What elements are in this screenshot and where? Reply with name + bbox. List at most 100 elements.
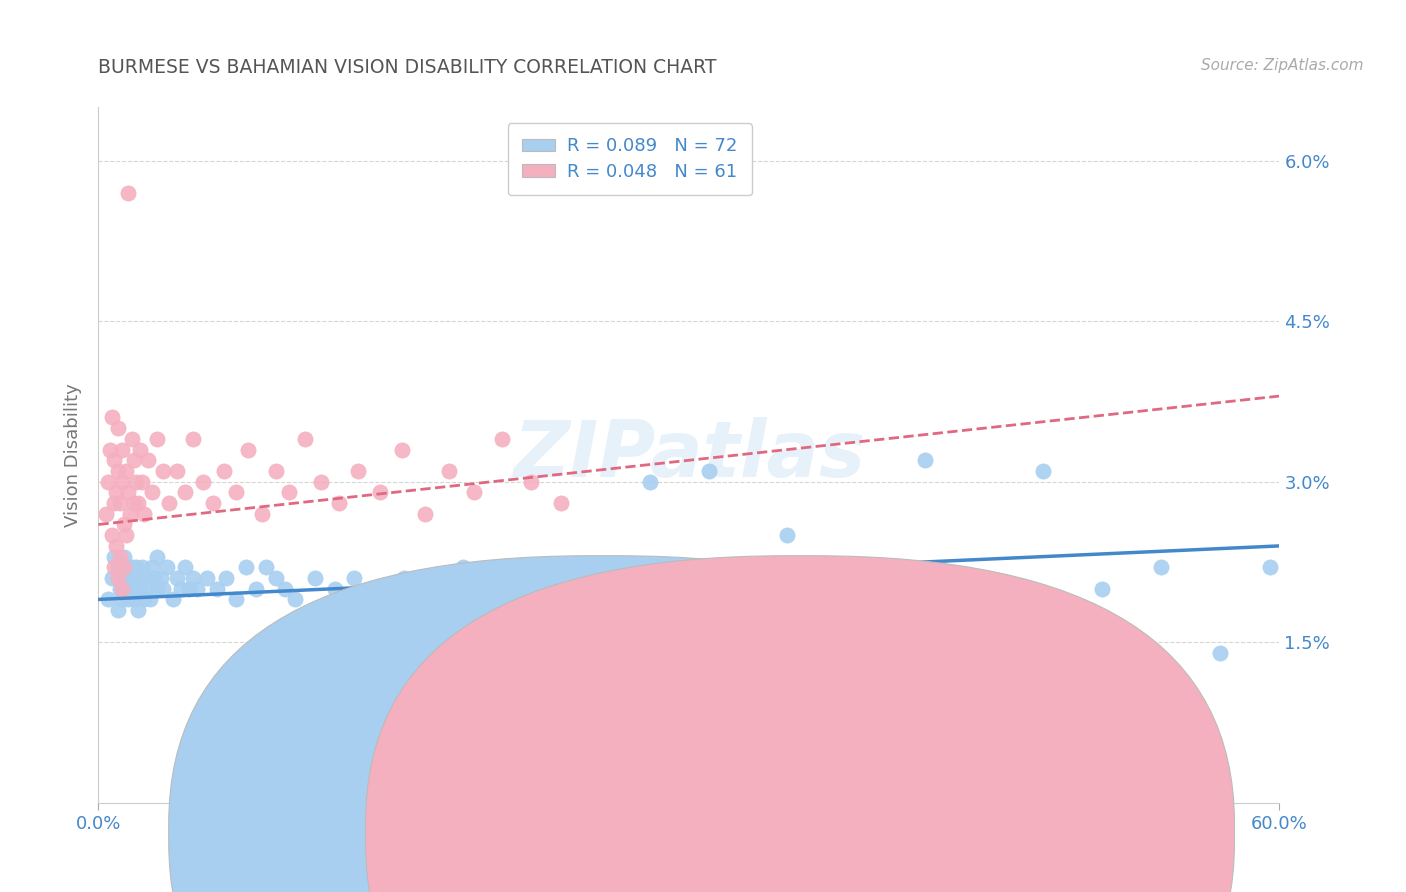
Point [1258, 560, 1281, 574]
Point [128, 582, 150, 596]
Point [122, 592, 145, 607]
Point [191, 475, 214, 489]
Point [98, 442, 121, 457]
Point [323, 582, 346, 596]
Point [112, 549, 135, 564]
Point [254, 560, 277, 574]
Point [284, 592, 307, 607]
Point [118, 582, 141, 596]
Point [107, 571, 129, 585]
Point [132, 592, 155, 607]
Point [101, 528, 124, 542]
Point [111, 442, 134, 457]
Point [156, 560, 179, 574]
Point [101, 571, 124, 585]
Point [1032, 464, 1054, 478]
Point [112, 517, 135, 532]
Point [150, 571, 173, 585]
Point [111, 571, 134, 585]
Point [422, 582, 444, 596]
Point [135, 571, 157, 585]
Point [278, 485, 301, 500]
Point [103, 453, 125, 467]
Point [166, 464, 188, 478]
Point [112, 560, 135, 574]
Point [152, 582, 174, 596]
Point [141, 485, 163, 500]
Point [122, 571, 145, 585]
Point [103, 549, 125, 564]
Point [125, 560, 148, 574]
Point [131, 475, 153, 489]
Point [294, 432, 316, 446]
Point [214, 464, 236, 478]
Point [1209, 646, 1232, 660]
Point [96, 507, 118, 521]
Point [264, 571, 287, 585]
Text: Bahamians: Bahamians [824, 824, 917, 842]
Point [112, 582, 135, 596]
Point [97, 475, 120, 489]
Point [121, 432, 143, 446]
Point [170, 582, 193, 596]
Point [201, 496, 224, 510]
Point [162, 592, 184, 607]
Point [107, 421, 129, 435]
Point [363, 582, 385, 596]
Point [174, 485, 197, 500]
Point [215, 571, 238, 585]
Point [121, 560, 143, 574]
Point [225, 485, 247, 500]
Point [105, 485, 128, 500]
Point [347, 464, 370, 478]
Point [146, 549, 169, 564]
Point [118, 507, 141, 521]
Point [136, 453, 159, 467]
Point [195, 571, 218, 585]
Point [855, 582, 877, 596]
Point [122, 496, 145, 510]
Y-axis label: Vision Disability: Vision Disability [65, 383, 83, 527]
Point [225, 592, 247, 607]
Point [463, 485, 485, 500]
Point [101, 410, 124, 425]
Point [136, 582, 159, 596]
Point [245, 582, 267, 596]
Point [520, 560, 543, 574]
Point [105, 539, 128, 553]
Point [343, 571, 366, 585]
Point [579, 582, 602, 596]
Point [122, 453, 145, 467]
Point [138, 592, 160, 607]
Point [550, 496, 572, 510]
Legend: R = 0.089   N = 72, R = 0.048   N = 61: R = 0.089 N = 72, R = 0.048 N = 61 [508, 123, 752, 195]
Point [174, 560, 197, 574]
Point [914, 453, 936, 467]
Point [776, 528, 799, 542]
Point [166, 571, 188, 585]
Point [108, 549, 131, 564]
Point [491, 432, 513, 446]
Text: Burmese: Burmese [627, 824, 702, 842]
Point [146, 582, 169, 596]
Point [152, 464, 174, 478]
Point [368, 485, 391, 500]
Point [117, 186, 139, 200]
Point [146, 432, 169, 446]
Point [103, 560, 125, 574]
Point [125, 582, 148, 596]
Point [127, 571, 149, 585]
Point [127, 496, 149, 510]
Point [132, 507, 155, 521]
Point [304, 571, 326, 585]
Point [127, 603, 149, 617]
Point [973, 582, 995, 596]
Point [264, 464, 287, 478]
Point [1091, 582, 1114, 596]
Point [309, 475, 332, 489]
Point [250, 507, 273, 521]
Point [638, 475, 661, 489]
Point [108, 496, 131, 510]
Point [520, 475, 543, 489]
Point [111, 592, 134, 607]
